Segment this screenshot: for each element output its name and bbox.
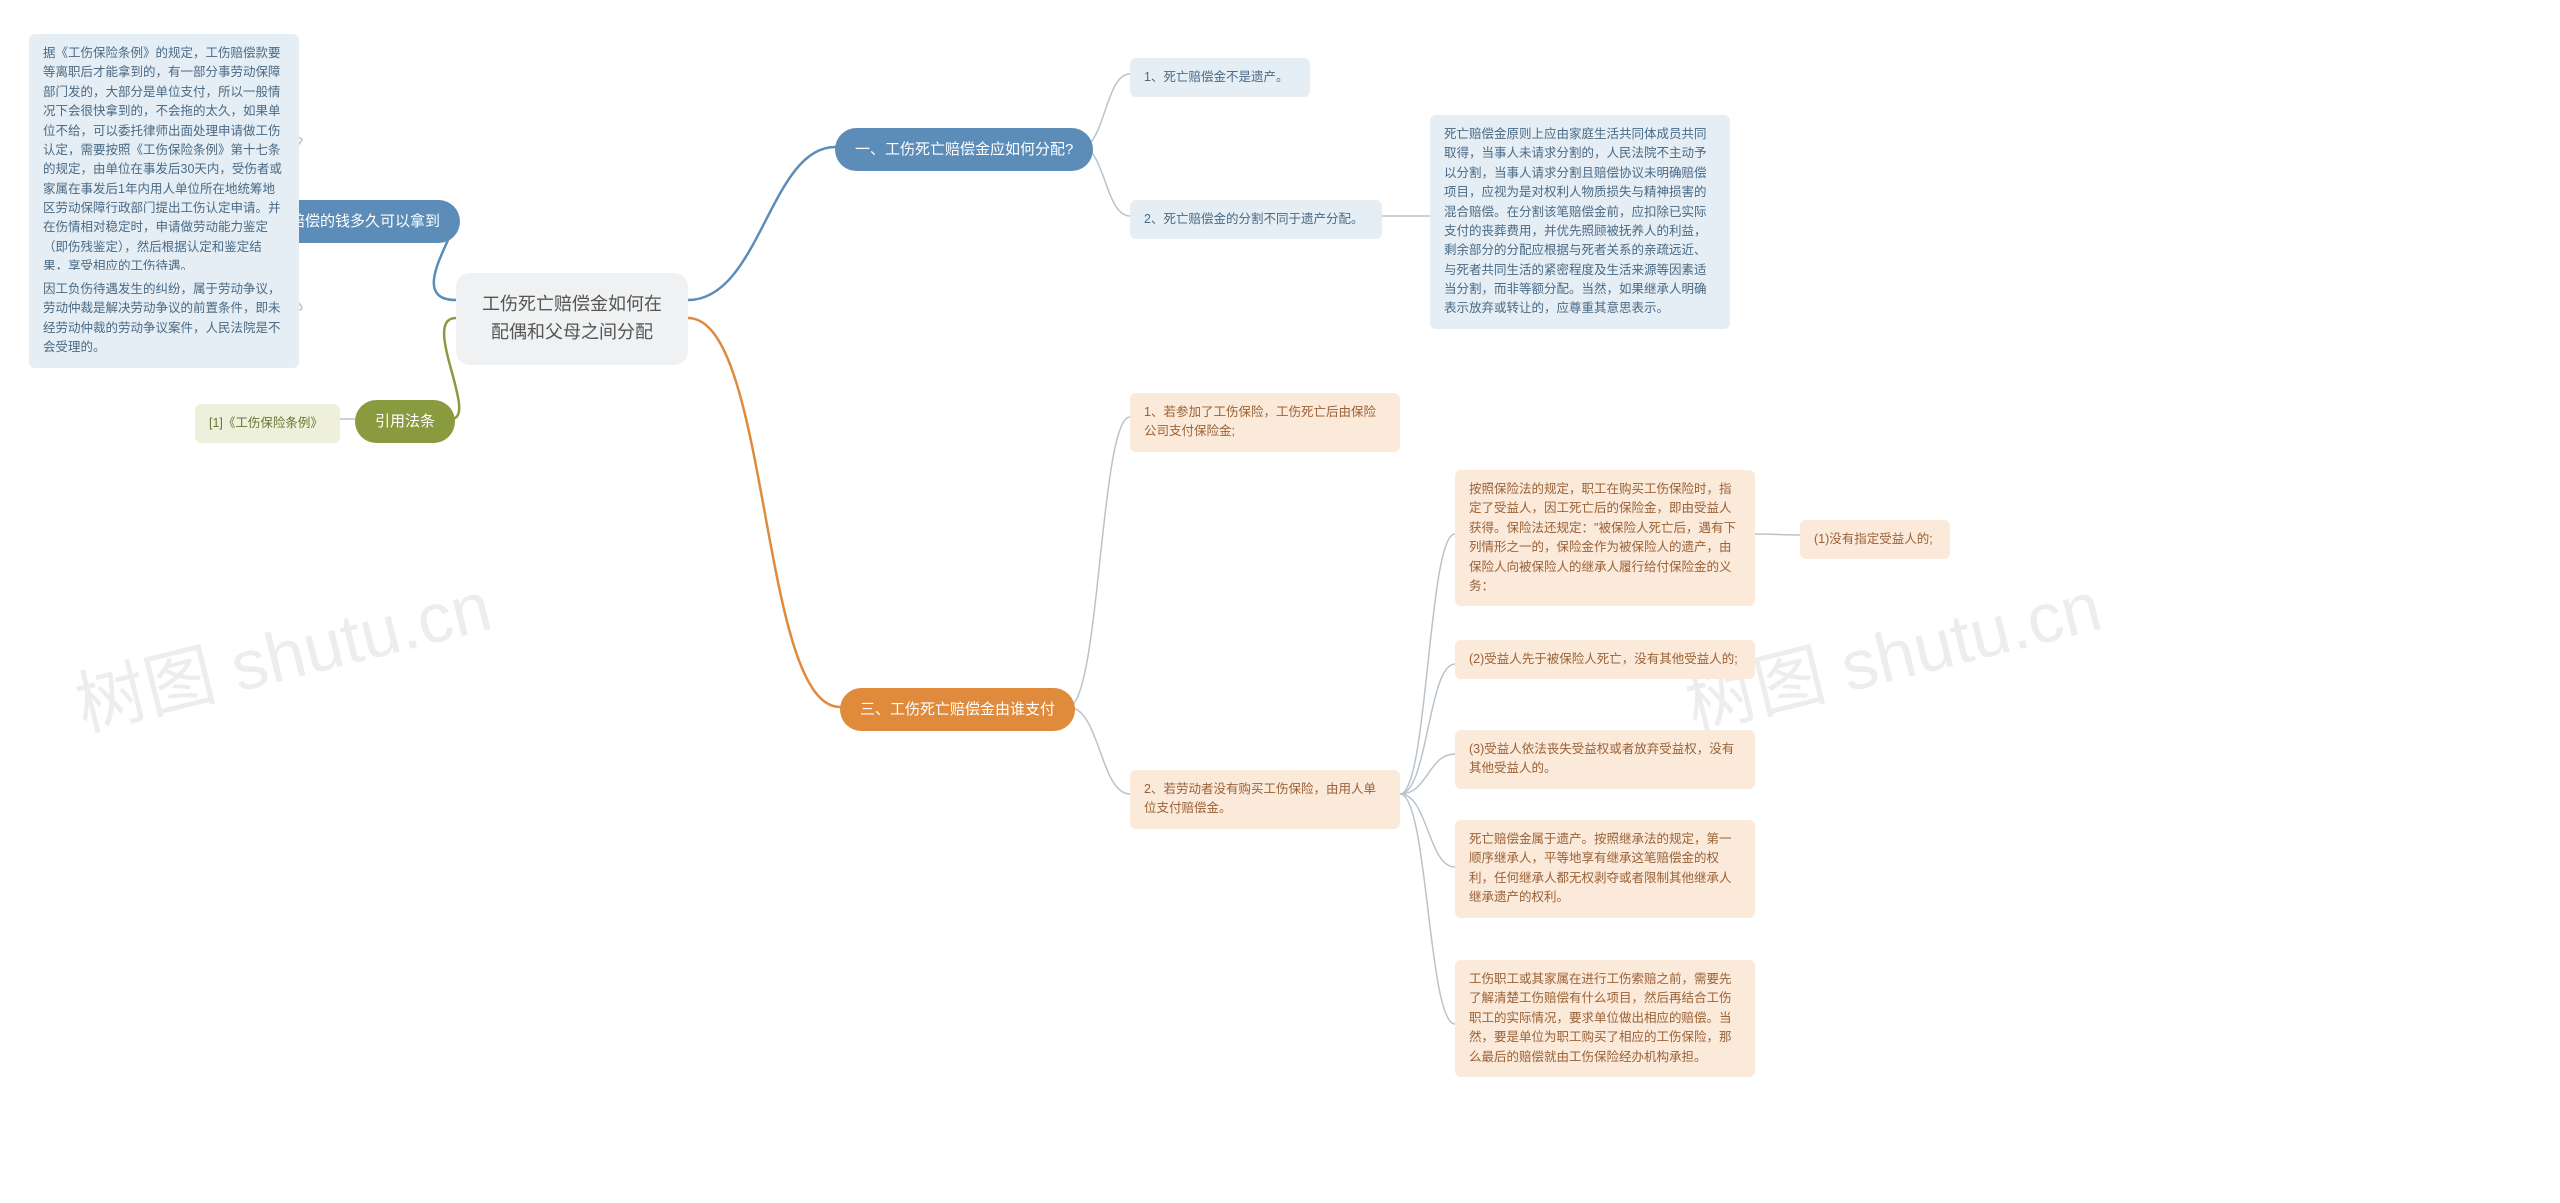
leaf-b3c2e[interactable]: 工伤职工或其家属在进行工伤索赔之前，需要先了解清楚工伤赔偿有什么项目，然后再结合… bbox=[1455, 960, 1755, 1077]
leaf-b3c2b[interactable]: (2)受益人先于被保险人死亡，没有其他受益人的; bbox=[1455, 640, 1755, 679]
branch-1-label: 一、工伤死亡赔偿金应如何分配? bbox=[855, 141, 1073, 158]
leaf-text: 死亡赔偿金原则上应由家庭生活共同体成员共同取得，当事人未请求分割的，人民法院不主… bbox=[1444, 127, 1707, 315]
leaf-b2c2[interactable]: 因工负伤待遇发生的纠纷，属于劳动争议，劳动仲裁是解决劳动争议的前置条件，即未经劳… bbox=[29, 270, 299, 368]
leaf-b4c1[interactable]: [1]《工伤保险条例》 bbox=[195, 404, 340, 443]
leaf-text: (2)受益人先于被保险人死亡，没有其他受益人的; bbox=[1469, 652, 1738, 666]
leaf-text: (3)受益人依法丧失受益权或者放弃受益权，没有其他受益人的。 bbox=[1469, 742, 1734, 775]
leaf-text: 2、死亡赔偿金的分割不同于遗产分配。 bbox=[1144, 212, 1363, 226]
leaf-b3c2[interactable]: 2、若劳动者没有购买工伤保险，由用人单位支付赔偿金。 bbox=[1130, 770, 1400, 829]
branch-1[interactable]: 一、工伤死亡赔偿金应如何分配? bbox=[835, 128, 1093, 171]
leaf-b1c2a[interactable]: 死亡赔偿金原则上应由家庭生活共同体成员共同取得，当事人未请求分割的，人民法院不主… bbox=[1430, 115, 1730, 329]
leaf-b3c2d[interactable]: 死亡赔偿金属于遗产。按照继承法的规定，第一顺序继承人，平等地享有继承这笔赔偿金的… bbox=[1455, 820, 1755, 918]
leaf-b3c2a1[interactable]: (1)没有指定受益人的; bbox=[1800, 520, 1950, 559]
leaf-text: 按照保险法的规定，职工在购买工伤保险时，指定了受益人，因工死亡后的保险金，即由受… bbox=[1469, 482, 1736, 593]
branch-3-label: 三、工伤死亡赔偿金由谁支付 bbox=[860, 701, 1055, 718]
leaf-text: 工伤职工或其家属在进行工伤索赔之前，需要先了解清楚工伤赔偿有什么项目，然后再结合… bbox=[1469, 972, 1732, 1064]
edges-layer bbox=[0, 0, 2560, 1203]
leaf-text: 1、死亡赔偿金不是遗产。 bbox=[1144, 70, 1288, 84]
leaf-text: 死亡赔偿金属于遗产。按照继承法的规定，第一顺序继承人，平等地享有继承这笔赔偿金的… bbox=[1469, 832, 1732, 904]
leaf-b2c1[interactable]: 据《工伤保险条例》的规定，工伤赔偿款要等离职后才能拿到的，有一部分事劳动保障部门… bbox=[29, 34, 299, 287]
branch-4[interactable]: 引用法条 bbox=[355, 400, 455, 443]
leaf-text: 1、若参加了工伤保险，工伤死亡后由保险公司支付保险金; bbox=[1144, 405, 1376, 438]
leaf-b1c1[interactable]: 1、死亡赔偿金不是遗产。 bbox=[1130, 58, 1310, 97]
leaf-text: 2、若劳动者没有购买工伤保险，由用人单位支付赔偿金。 bbox=[1144, 782, 1376, 815]
root-text: 工伤死亡赔偿金如何在配偶和父母之间分配 bbox=[482, 294, 662, 342]
leaf-text: [1]《工伤保险条例》 bbox=[209, 416, 323, 430]
leaf-b3c1[interactable]: 1、若参加了工伤保险，工伤死亡后由保险公司支付保险金; bbox=[1130, 393, 1400, 452]
leaf-b3c2c[interactable]: (3)受益人依法丧失受益权或者放弃受益权，没有其他受益人的。 bbox=[1455, 730, 1755, 789]
leaf-text: (1)没有指定受益人的; bbox=[1814, 532, 1933, 546]
leaf-text: 据《工伤保险条例》的规定，工伤赔偿款要等离职后才能拿到的，有一部分事劳动保障部门… bbox=[43, 46, 282, 273]
leaf-b3c2a[interactable]: 按照保险法的规定，职工在购买工伤保险时，指定了受益人，因工死亡后的保险金，即由受… bbox=[1455, 470, 1755, 606]
branch-3[interactable]: 三、工伤死亡赔偿金由谁支付 bbox=[840, 688, 1075, 731]
watermark: 树图 shutu.cn bbox=[64, 550, 500, 751]
branch-4-label: 引用法条 bbox=[375, 413, 435, 430]
leaf-text: 因工负伤待遇发生的纠纷，属于劳动争议，劳动仲裁是解决劳动争议的前置条件，即未经劳… bbox=[43, 282, 281, 354]
leaf-b1c2[interactable]: 2、死亡赔偿金的分割不同于遗产分配。 bbox=[1130, 200, 1382, 239]
mindmap-root[interactable]: 工伤死亡赔偿金如何在配偶和父母之间分配 bbox=[456, 273, 688, 365]
